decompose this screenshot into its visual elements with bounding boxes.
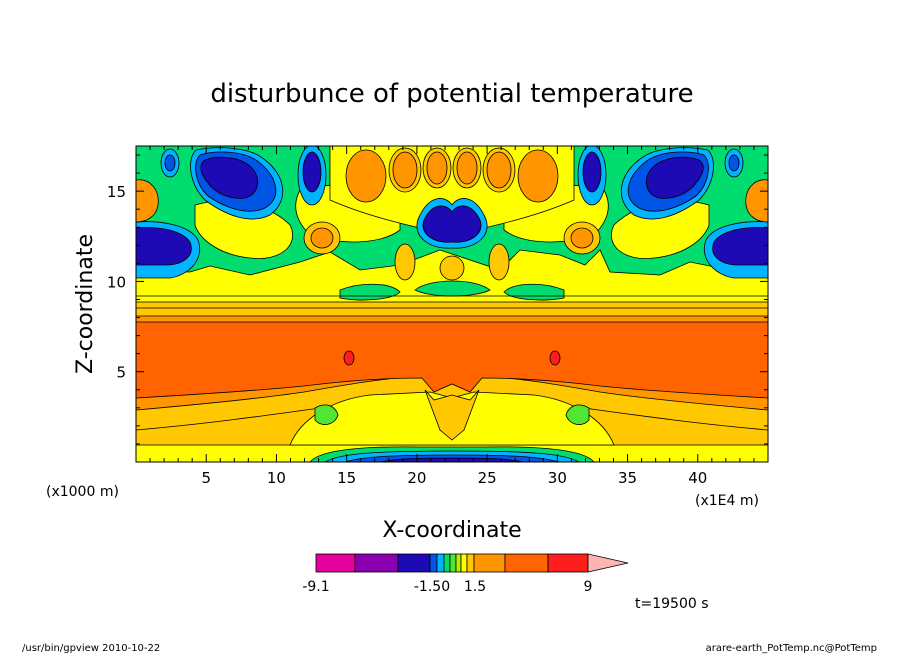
colorbar-swatch-7 [455,553,462,573]
colorbar-label: 1.5 [464,579,486,595]
left-edge-blue [136,227,192,266]
y-tick-label: 15 [107,183,126,201]
orange-cell-6 [517,149,559,203]
x-tick-label: 40 [688,469,707,487]
colorbar-swatch-5 [443,553,451,573]
left-orange-core [310,227,334,249]
right-darkblue-blob [645,156,704,199]
right-orange-core [570,227,594,249]
colorbar-label: -1.50 [414,579,450,595]
y-tick-label: 10 [107,273,126,291]
x-tick-label: 20 [407,469,426,487]
colorbar [315,553,629,573]
orange-cell-3b [426,151,448,185]
colorbar-label: -9.1 [302,579,329,595]
lower-center-orange [424,389,480,441]
colorbar-arrow [587,553,629,573]
lower-green-right [565,404,590,425]
red-spot-right [549,350,561,366]
x-unit-label: (x1E4 m) [695,493,759,509]
colorbar-swatch-12 [547,553,589,573]
colorbar-label: 9 [584,579,593,595]
colorbar-swatch-10 [473,553,506,573]
center-right-orange [488,243,510,281]
x-tick-label: 30 [548,469,567,487]
orange-cell-2b [392,151,418,189]
bottom-darkblue-band [379,457,525,462]
colorbar-swatch-2 [397,553,431,573]
red-spot-left [343,350,355,366]
left-tall-darkblue [302,151,322,193]
colorbar-swatch-6 [449,553,457,573]
right-edge-blue [712,227,768,266]
x-tick-label: 15 [337,469,356,487]
y-axis: 5 10 15 [107,154,768,445]
right-edge-orange [745,179,768,223]
footer-right: arare-earth_PotTemp.nc@PotTemp [706,643,877,654]
y-tick-label: 5 [116,364,126,382]
x-tick-label: 35 [618,469,637,487]
orange-cell-5b [486,151,512,189]
green-patch-center [414,280,491,297]
right-small-blue [728,154,740,172]
left-edge-orange [136,179,159,223]
center-orange [439,255,465,281]
center-blue-region [422,205,482,243]
x-tick-label: 10 [267,469,286,487]
colorbar-swatch-3 [429,553,438,573]
right-tall-darkblue [582,151,602,193]
colorbar-swatch-9 [466,553,475,573]
left-darkblue-blob [200,156,259,199]
plot-area [136,146,768,462]
y-axis-label: Z-coordinate [73,234,98,374]
colorbar-labels: -9.1 -1.50 1.5 9 [302,579,592,595]
band-red-orange-main [136,321,768,399]
center-left-orange [394,243,416,281]
left-small-blue [164,154,176,172]
colorbar-swatch-11 [504,553,549,573]
orange-cell-1 [345,149,387,203]
time-label: t=19500 s [635,596,709,612]
footer-left: /usr/bin/gpview 2010-10-22 [22,643,160,654]
x-axis: 5 10 15 20 25 30 35 40 [149,146,755,487]
colorbar-swatch-4 [436,553,445,573]
y-unit-label: (x1000 m) [46,484,119,500]
colorbar-swatch-0 [315,553,356,573]
x-tick-label: 5 [201,469,211,487]
plot-frame [135,145,769,463]
colorbar-swatch-1 [354,553,399,573]
x-tick-label: 25 [478,469,497,487]
chart-title: disturbunce of potential temperature [210,79,693,109]
orange-cell-4b [456,151,478,185]
lower-green-left [314,404,339,425]
colorbar-swatch-8 [460,553,468,573]
x-axis-label: X-coordinate [382,518,521,543]
